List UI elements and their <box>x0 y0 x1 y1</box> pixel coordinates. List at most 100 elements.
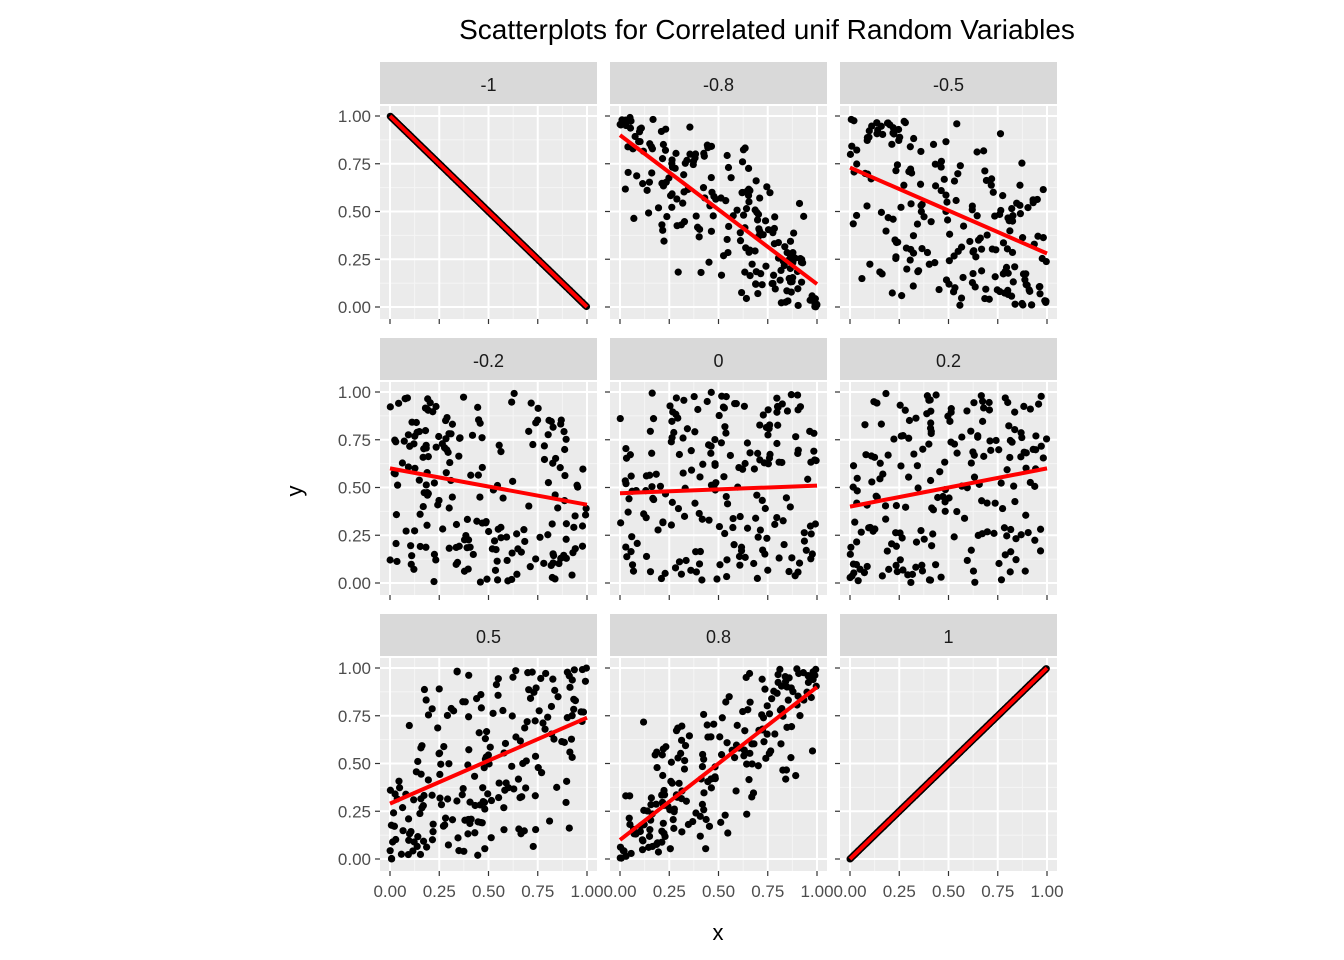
data-point <box>458 791 466 799</box>
data-point <box>857 528 865 536</box>
y-tick-label: 0.50 <box>338 755 371 774</box>
data-point <box>736 229 744 237</box>
data-point <box>562 798 570 807</box>
data-point <box>892 238 901 247</box>
data-point <box>700 806 708 814</box>
data-point <box>544 431 552 439</box>
data-point <box>437 760 445 768</box>
data-point <box>550 551 558 560</box>
data-point <box>521 724 529 732</box>
data-point <box>778 400 786 408</box>
data-point <box>699 460 707 468</box>
data-point <box>386 403 394 411</box>
data-point <box>1026 287 1034 295</box>
data-point <box>956 301 964 309</box>
data-point <box>477 704 485 712</box>
data-point <box>493 576 502 584</box>
data-point <box>666 845 674 853</box>
data-point <box>918 567 927 575</box>
data-point <box>500 804 508 812</box>
data-point <box>848 142 856 150</box>
data-point <box>534 404 542 412</box>
data-point <box>991 499 999 507</box>
data-point <box>1024 204 1032 212</box>
data-point <box>765 710 774 718</box>
data-point <box>783 407 792 415</box>
data-point <box>663 212 671 221</box>
data-point <box>453 558 462 566</box>
data-point <box>639 180 647 188</box>
y-tick-label: 0.75 <box>338 707 371 726</box>
data-point <box>544 478 553 487</box>
data-point <box>391 436 399 444</box>
data-point <box>672 394 680 402</box>
data-point <box>892 253 900 261</box>
data-point <box>1022 270 1030 278</box>
data-point <box>392 835 400 844</box>
data-point <box>547 702 556 711</box>
data-point <box>742 294 751 303</box>
data-point <box>424 489 432 498</box>
data-point <box>625 495 633 503</box>
data-point <box>686 150 694 158</box>
x-tick-label: 0.50 <box>472 882 505 901</box>
data-point <box>696 832 704 840</box>
data-point <box>432 402 440 411</box>
data-point <box>531 752 540 760</box>
data-point <box>525 502 533 510</box>
data-point <box>638 846 647 854</box>
facet-strip-label: 0.5 <box>476 627 501 647</box>
facet-strip <box>840 62 1057 104</box>
data-point <box>669 816 677 824</box>
data-point <box>1022 511 1030 519</box>
data-point <box>927 419 935 427</box>
data-point <box>659 771 667 780</box>
data-point <box>540 442 548 450</box>
data-point <box>554 504 562 512</box>
data-point <box>1037 442 1045 450</box>
data-point <box>889 215 897 223</box>
data-point <box>405 721 413 730</box>
data-point <box>536 533 544 541</box>
data-point <box>628 561 637 569</box>
data-point <box>775 554 783 562</box>
data-point <box>668 779 676 787</box>
data-point <box>508 762 516 770</box>
data-point <box>807 530 815 538</box>
data-point <box>404 431 412 439</box>
facet-panel: -0.5 <box>835 62 1057 324</box>
data-point <box>899 566 907 574</box>
data-point <box>785 674 793 682</box>
data-point <box>932 561 940 569</box>
data-point <box>672 149 680 157</box>
data-point <box>444 448 452 456</box>
fit-line <box>619 483 818 496</box>
data-point <box>750 559 758 568</box>
data-point <box>544 531 552 539</box>
data-point <box>999 239 1008 247</box>
data-point <box>649 115 657 124</box>
data-point <box>579 465 587 473</box>
data-point <box>1017 531 1025 539</box>
data-point <box>651 751 659 759</box>
data-point <box>414 757 422 766</box>
data-point <box>927 218 935 226</box>
data-point <box>670 428 678 437</box>
data-point <box>771 285 779 293</box>
data-point <box>916 180 925 188</box>
data-point <box>882 227 890 235</box>
data-point <box>627 849 635 858</box>
data-point <box>953 449 961 457</box>
data-point <box>912 538 921 546</box>
chart-title: Scatterplots for Correlated unif Random … <box>459 14 1075 45</box>
data-point <box>745 185 753 193</box>
data-point <box>509 477 517 485</box>
data-point <box>897 462 905 470</box>
data-point <box>974 531 982 539</box>
data-point <box>508 575 516 584</box>
data-point <box>853 146 861 154</box>
data-point <box>738 158 747 166</box>
data-point <box>959 273 967 282</box>
data-point <box>756 194 764 202</box>
